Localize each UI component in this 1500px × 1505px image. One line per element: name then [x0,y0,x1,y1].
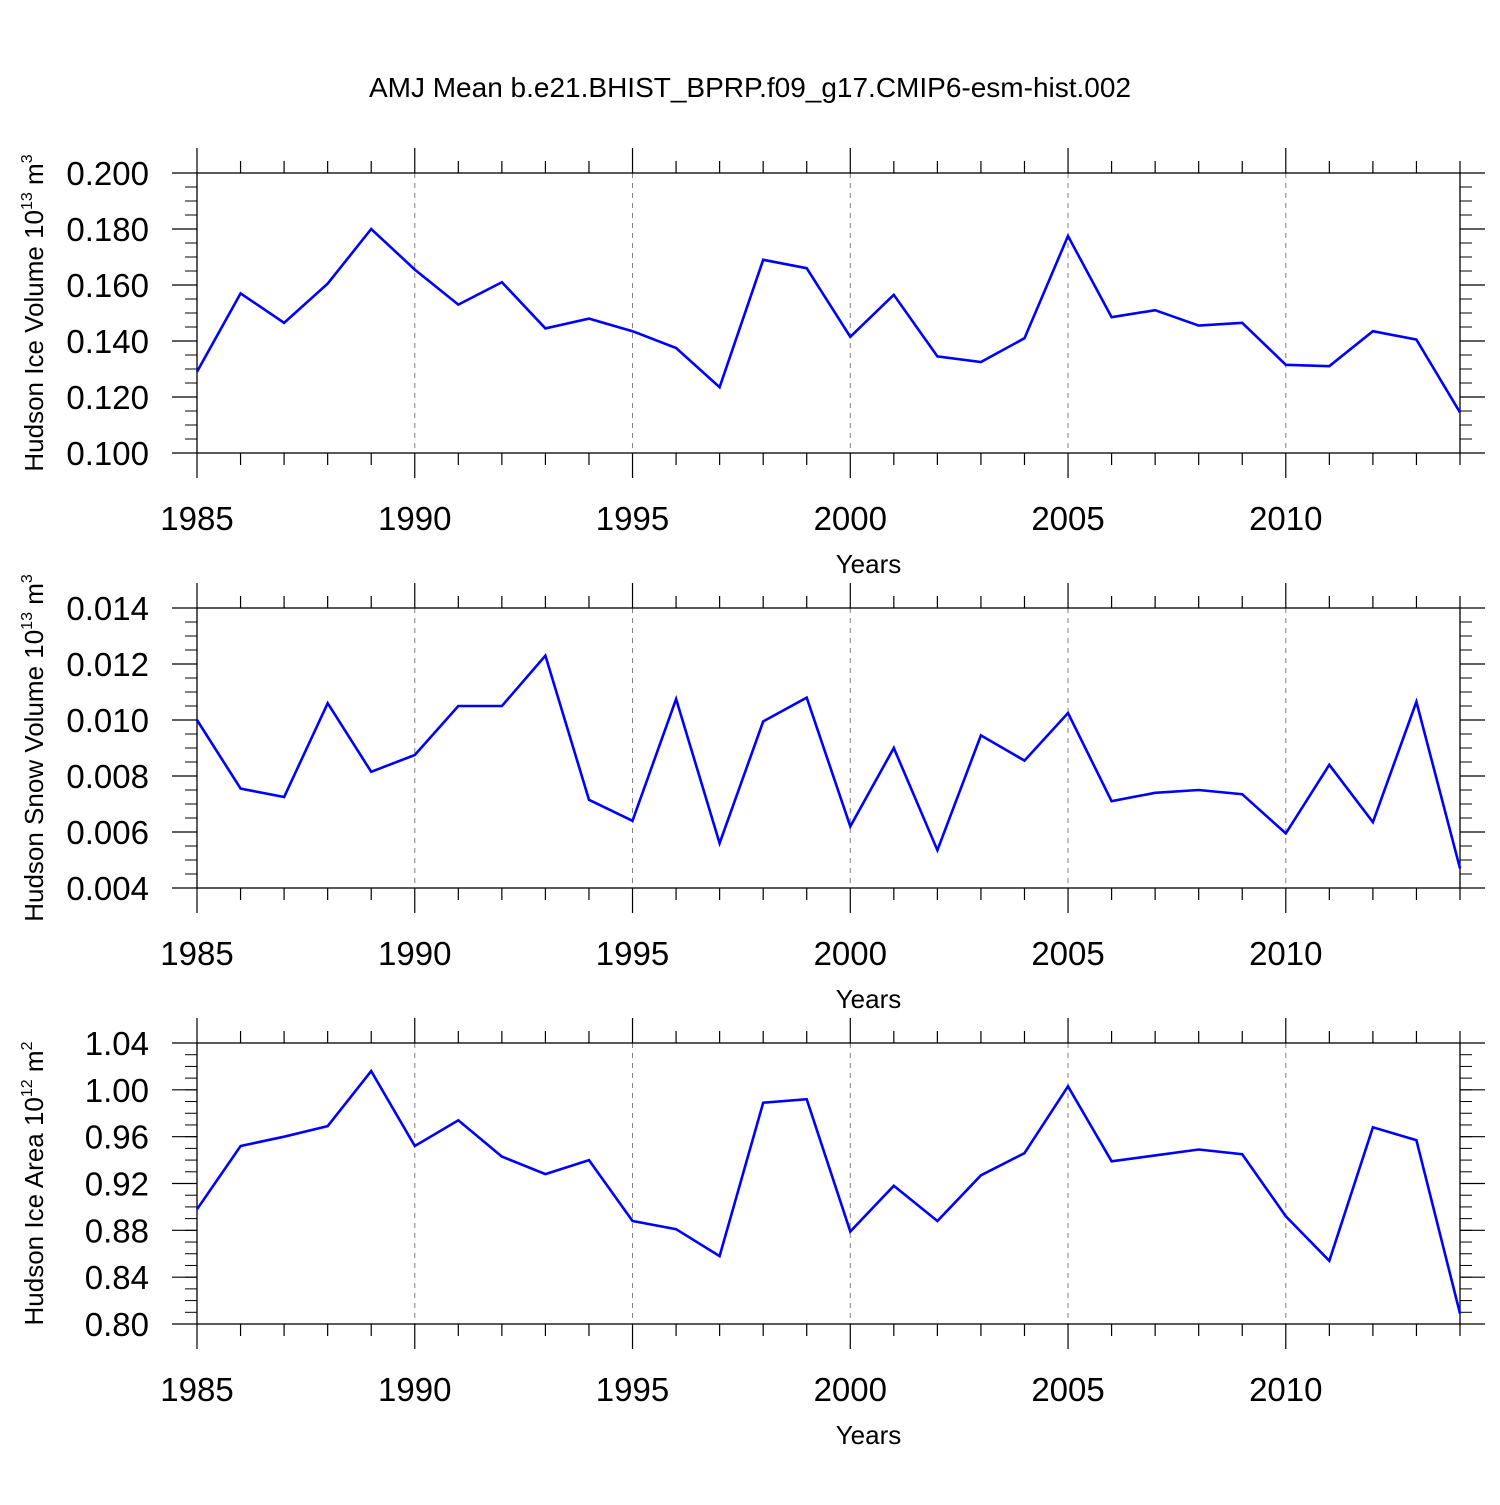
x-tick-label: 2005 [1031,935,1104,972]
y-tick-label: 0.88 [85,1212,149,1249]
y-axis-label-unit-exponent: 2 [19,1041,36,1050]
y-axis-label-unit: m [19,583,49,612]
y-tick-label: 0.004 [66,870,149,907]
x-tick-label: 2010 [1249,500,1322,537]
plot-frame [197,608,1460,888]
chart-panel-2: 1985 1990 1995 2000 2005 2010 Years 0.004 0.006 0… [19,574,1485,1014]
y-tick-label: 0.012 [66,646,149,683]
x-tick-label: 1995 [596,935,669,972]
x-axis-label: Years [836,1420,902,1450]
x-tick-label: 2010 [1249,1371,1322,1408]
y-axis-label-unit: m [19,1050,49,1079]
y-axis-label-unit: m [19,163,49,192]
x-tick-label: 2005 [1031,500,1104,537]
y-axis-label-text: Hudson Ice Area 10 [19,1097,49,1325]
series-line [197,229,1460,412]
x-tick-label: 2000 [814,500,887,537]
x-tick-label: 2010 [1249,935,1322,972]
series-line [197,656,1460,869]
x-tick-label: 1985 [160,500,233,537]
x-tick-label: 1990 [378,500,451,537]
x-tick-label: 1985 [160,1371,233,1408]
chart-panel-1: 1985 1990 1995 2000 2005 2010 Years 0.100 0.120 0… [19,148,1485,579]
y-tick-label: 0.200 [66,155,149,192]
y-tick-label: 0.014 [66,590,149,627]
x-axis-label: Years [836,549,902,579]
y-tick-label: 0.006 [66,814,149,851]
x-axis-label: Years [836,984,902,1014]
series-line [197,1071,1460,1313]
y-axis-label: Hudson Snow Volume 1013 m3 [19,574,49,922]
y-axis-label-text: Hudson Snow Volume 10 [19,630,49,922]
y-axis-label: Hudson Ice Volume 1013 m3 [19,154,49,471]
y-tick-label: 0.84 [85,1259,149,1296]
y-axis-label: Hudson Ice Area 1012 m2 [19,1041,49,1325]
y-axis-label-exponent: 13 [19,192,36,210]
y-tick-label: 0.160 [66,267,149,304]
y-axis-label-unit-exponent: 3 [19,574,36,583]
y-tick-label: 0.180 [66,211,149,248]
plot-frame [197,1043,1460,1324]
x-tick-label: 2000 [814,1371,887,1408]
x-tick-label: 1995 [596,1371,669,1408]
figure-title: AMJ Mean b.e21.BHIST_BPRP.f09_g17.CMIP6-… [0,72,1500,104]
y-axis-label-text: Hudson Ice Volume 10 [19,210,49,472]
x-tick-label: 1990 [378,935,451,972]
y-tick-label: 0.92 [85,1166,149,1203]
chart-panel-3: 1985 1990 1995 2000 2005 2010 Years 0.80 0.84 0.8… [19,1018,1485,1450]
y-axis-label-unit-exponent: 3 [19,154,36,163]
y-tick-label: 0.96 [85,1119,149,1156]
x-tick-label: 1990 [378,1371,451,1408]
x-tick-label: 2005 [1031,1371,1104,1408]
x-tick-label: 1985 [160,935,233,972]
y-tick-label: 0.120 [66,379,149,416]
y-tick-label: 0.008 [66,758,149,795]
y-tick-label: 0.100 [66,435,149,472]
y-tick-label: 0.140 [66,323,149,360]
y-axis-label-exponent: 13 [19,612,36,630]
y-tick-label: 0.80 [85,1306,149,1343]
y-tick-label: 1.04 [85,1025,149,1062]
plot-frame [197,173,1460,453]
y-tick-label: 0.010 [66,702,149,739]
x-tick-label: 1995 [596,500,669,537]
x-tick-label: 2000 [814,935,887,972]
y-tick-label: 1.00 [85,1072,149,1109]
y-axis-label-exponent: 12 [19,1079,36,1097]
